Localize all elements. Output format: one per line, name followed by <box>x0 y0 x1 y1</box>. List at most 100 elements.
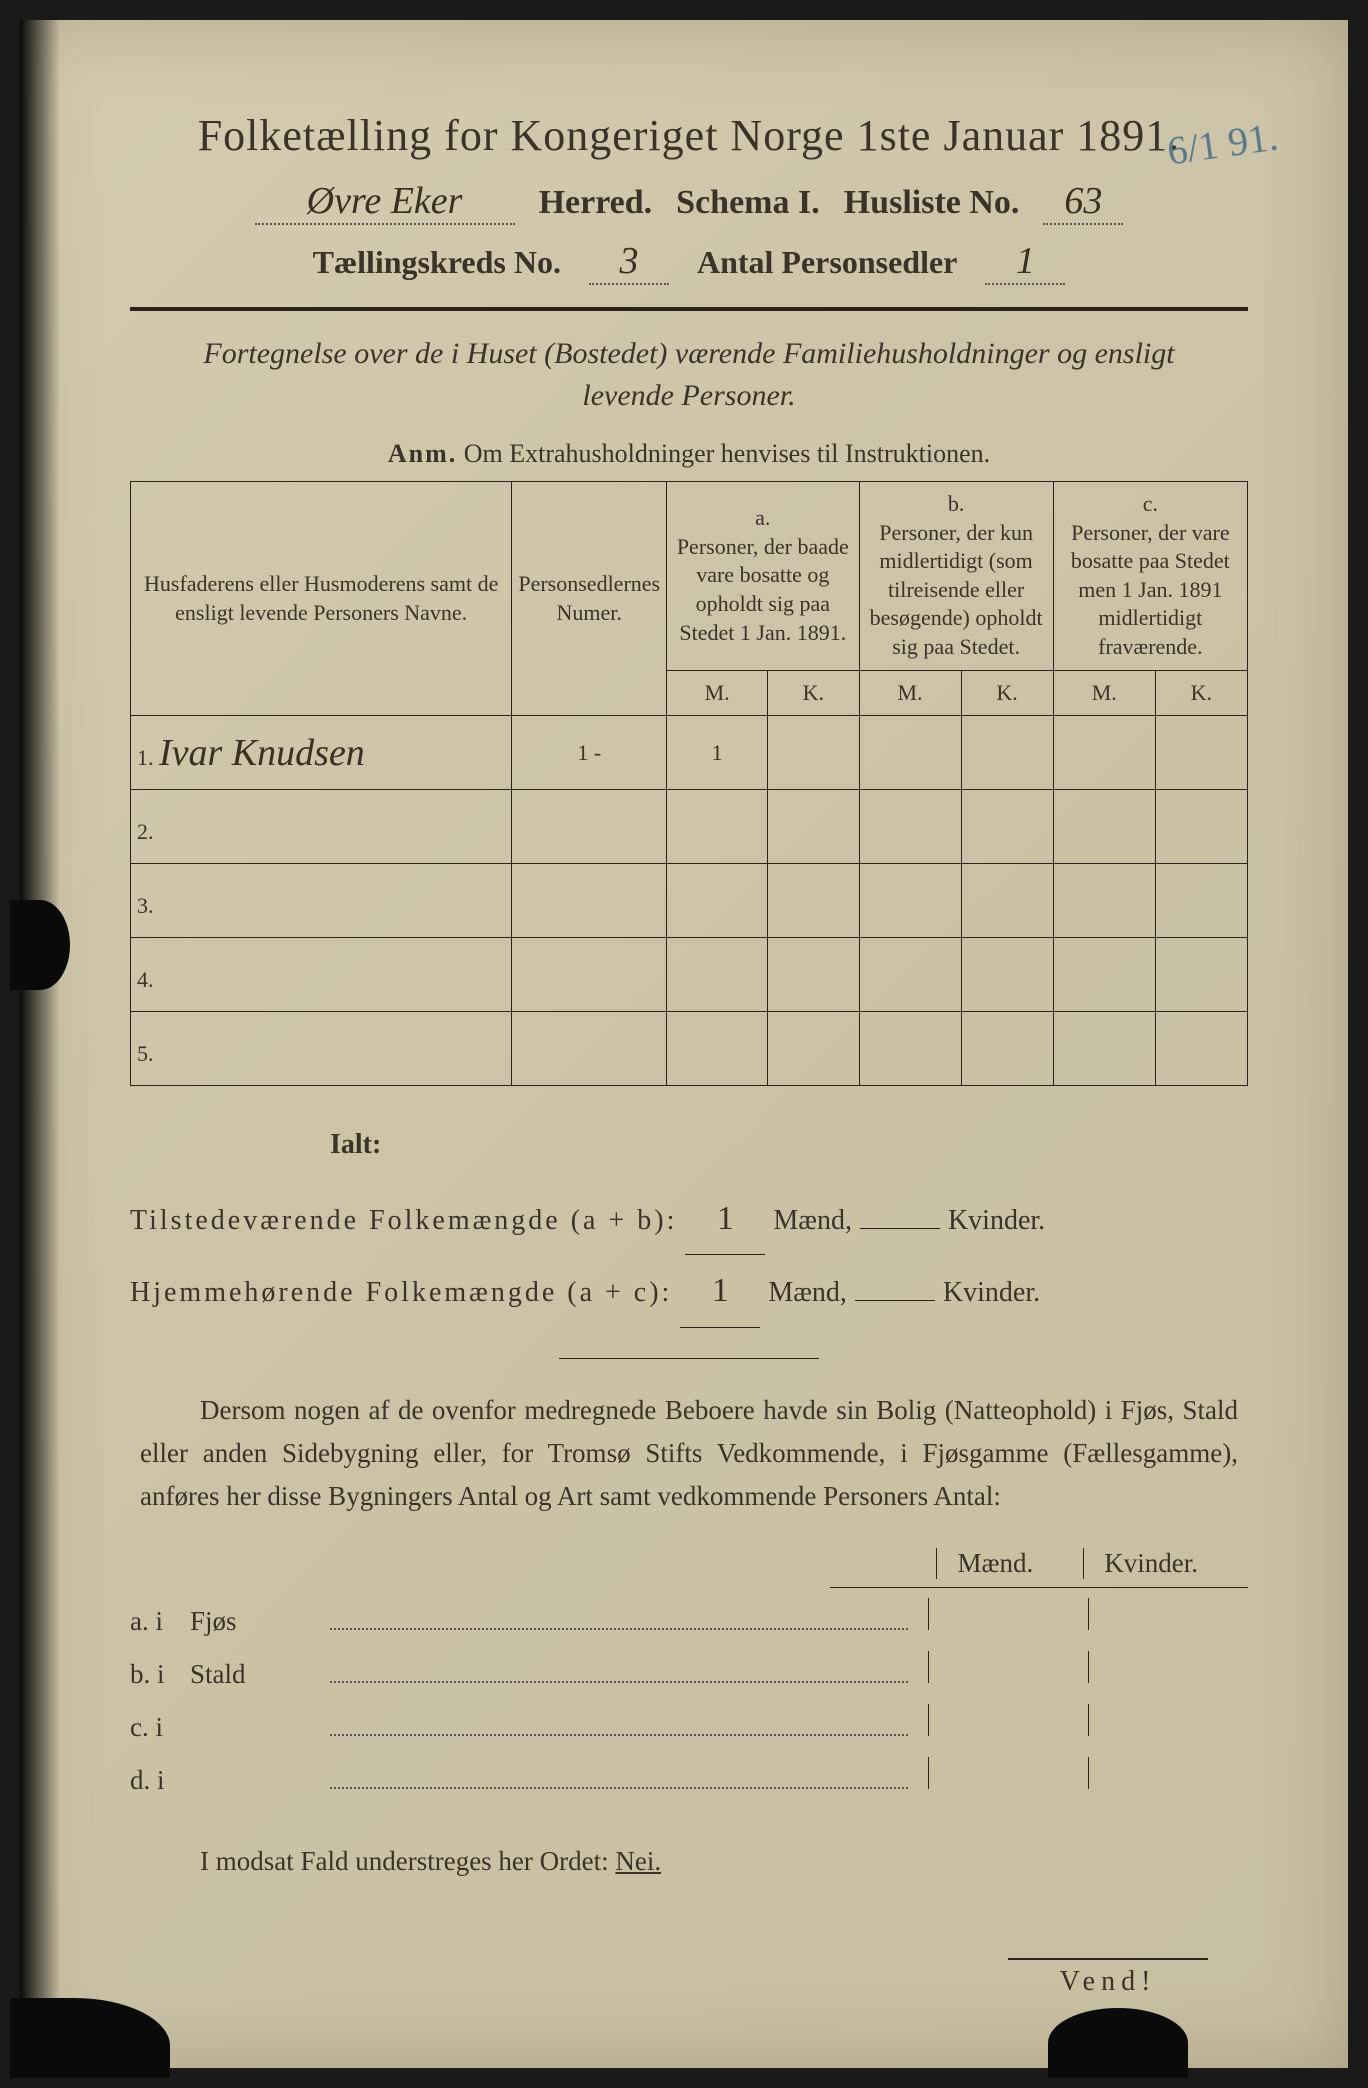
outbuild-row: c. i <box>130 1704 1248 1743</box>
outbuild-lab: a. i <box>130 1606 170 1637</box>
anm-prefix: Anm. <box>388 439 457 468</box>
outbuild-lab: b. i <box>130 1659 170 1690</box>
antal-value: 1 <box>985 239 1065 285</box>
row-c-k <box>1155 716 1247 790</box>
row-num <box>512 790 667 864</box>
row-number: 2. <box>131 790 512 864</box>
outbuild-dots <box>330 1762 908 1789</box>
row-number: 3. <box>131 864 512 938</box>
row-a-m: 1 <box>667 716 768 790</box>
row-c-m <box>1053 1012 1155 1086</box>
row-number: 5. <box>131 1012 512 1086</box>
nei-line: I modsat Fald understreges her Ordet: Ne… <box>140 1846 1238 1877</box>
vend-label: Vend! <box>1008 1958 1208 1998</box>
maend-2: Mænd, <box>768 1264 847 1323</box>
divider-1 <box>130 307 1248 311</box>
paper-damage <box>10 1998 170 2078</box>
census-form-page: 6/1 91. Folketælling for Kongeriget Norg… <box>20 20 1348 2068</box>
row-b-k <box>961 864 1053 938</box>
outbuild-nums <box>928 1704 1248 1736</box>
census-table: Husfaderens eller Husmoderens samt de en… <box>130 481 1248 1086</box>
outbuild-lab: d. i <box>130 1765 170 1796</box>
row-c-m <box>1053 716 1155 790</box>
divider-2 <box>559 1358 819 1359</box>
outbuild-dots <box>330 1603 908 1630</box>
row-num: 1 - <box>512 716 667 790</box>
outbuild-dots <box>330 1656 908 1683</box>
row-num <box>512 864 667 938</box>
husliste-label: Husliste No. <box>844 184 1020 222</box>
kvinder-1: Kvinder. <box>948 1192 1045 1251</box>
row-number: 4. <box>131 938 512 1012</box>
paper-damage <box>10 900 70 990</box>
ialt-row2-k <box>855 1300 935 1301</box>
table-row: 4. <box>131 938 1248 1012</box>
subtitle: Fortegnelse over de i Huset (Bostedet) v… <box>170 333 1208 417</box>
col-a-head: a. Personer, der baade vare bosatte og o… <box>667 482 859 671</box>
outbuild-row: d. i <box>130 1757 1248 1796</box>
a-m: M. <box>667 670 768 716</box>
b-m: M. <box>859 670 961 716</box>
ialt-row-1: Tilstedeværende Folkemængde (a + b): 1 M… <box>130 1183 1248 1255</box>
maend-1: Mænd, <box>773 1192 852 1251</box>
row-number: 1. Ivar Knudsen <box>131 716 512 790</box>
table-row: 5. <box>131 1012 1248 1086</box>
c-k: K. <box>1155 670 1247 716</box>
row-b-m <box>859 864 961 938</box>
outbuild-lab: c. i <box>130 1712 170 1743</box>
row-b-k <box>961 790 1053 864</box>
row-a-k <box>768 1012 859 1086</box>
row-b-m <box>859 938 961 1012</box>
paper-damage <box>1048 2008 1188 2078</box>
header-line-2: Øvre Eker Herred. Schema I. Husliste No.… <box>130 179 1248 225</box>
ialt-row1-m: 1 <box>685 1183 765 1255</box>
outbuilding-block: Mænd. Kvinder. a. i Fjøs b. iStald c. i d. i <box>130 1548 1248 1796</box>
row-b-k <box>961 1012 1053 1086</box>
antal-label: Antal Personsedler <box>697 244 957 281</box>
c-m: M. <box>1053 670 1155 716</box>
row-a-m <box>667 938 768 1012</box>
col-c-head: c. Personer, der vare bosatte paa Stedet… <box>1053 482 1247 671</box>
a-k: K. <box>768 670 859 716</box>
outbuild-head-m: Mænd. <box>936 1548 1033 1579</box>
row-c-m <box>1053 790 1155 864</box>
schema-label: Schema I. <box>676 184 820 222</box>
outbuild-type: Fjøs <box>190 1606 310 1637</box>
husliste-value: 63 <box>1043 179 1123 225</box>
nei-word: Nei. <box>615 1846 661 1876</box>
row-b-m <box>859 790 961 864</box>
outbuild-nums <box>928 1598 1248 1630</box>
row-a-m <box>667 790 768 864</box>
herred-label: Herred. <box>539 184 653 222</box>
outbuild-header: Mænd. Kvinder. <box>830 1548 1248 1588</box>
header-line-3: Tællingskreds No. 3 Antal Personsedler 1 <box>130 239 1248 285</box>
row-a-k <box>768 864 859 938</box>
outbuild-dots <box>330 1709 908 1736</box>
col-b-head: b. Personer, der kun midlertidigt (som t… <box>859 482 1053 671</box>
row-a-m <box>667 1012 768 1086</box>
nei-pre: I modsat Fald understreges her Ordet: <box>200 1846 615 1876</box>
anm-note: Anm. Om Extrahusholdninger henvises til … <box>130 439 1248 469</box>
row-b-m <box>859 716 961 790</box>
row-a-k <box>768 790 859 864</box>
b-k: K. <box>961 670 1053 716</box>
row-c-k <box>1155 1012 1247 1086</box>
col-num-header: Personsedlernes Numer. <box>512 482 667 716</box>
col-name-header: Husfaderens eller Husmoderens samt de en… <box>131 482 512 716</box>
row-b-m <box>859 1012 961 1086</box>
row-num <box>512 1012 667 1086</box>
ialt-label: Ialt: <box>330 1116 1248 1175</box>
outbuild-row: b. iStald <box>130 1651 1248 1690</box>
anm-text: Om Extrahusholdninger henvises til Instr… <box>464 439 990 468</box>
table-row: 2. <box>131 790 1248 864</box>
row-num <box>512 938 667 1012</box>
outbuild-head-k: Kvinder. <box>1083 1548 1198 1579</box>
row-c-m <box>1053 864 1155 938</box>
row-a-k <box>768 716 859 790</box>
outbuild-nums <box>928 1651 1248 1683</box>
outbuilding-paragraph: Dersom nogen af de ovenfor medregnede Be… <box>140 1389 1238 1519</box>
totals-block: Ialt: Tilstedeværende Folkemængde (a + b… <box>130 1116 1248 1328</box>
kreds-label: Tællingskreds No. <box>313 244 561 281</box>
ialt-row2-label: Hjemmehørende Folkemængde (a + c): <box>130 1264 672 1323</box>
row-b-k <box>961 716 1053 790</box>
